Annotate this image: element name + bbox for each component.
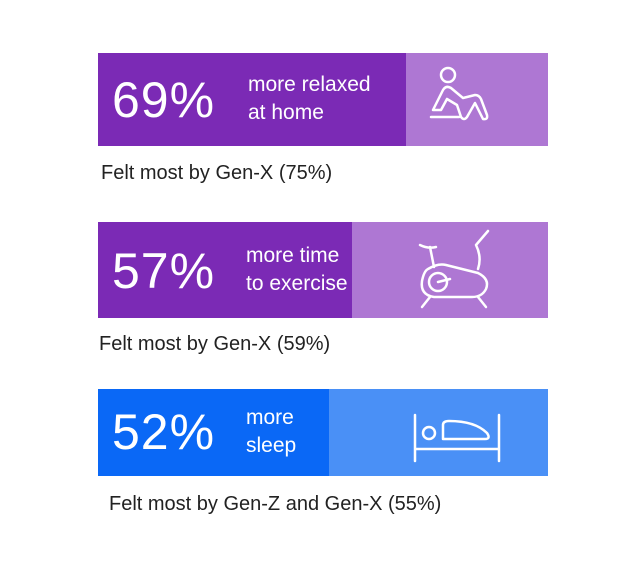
bar-sleep: 52% more sleep <box>98 389 548 476</box>
caption: Felt most by Gen-Z and Gen-X (55%) <box>109 493 442 515</box>
bar-relaxed: 69% more relaxed at home <box>98 53 548 146</box>
bar-fill <box>98 389 329 476</box>
bed-icon <box>413 413 501 463</box>
bar-label: more sleep <box>246 406 297 457</box>
bar-exercise: 57% more time to exercise <box>98 222 548 318</box>
bar-fill <box>98 222 352 318</box>
person-relaxing-icon <box>429 66 489 121</box>
exercise-bike-icon <box>418 229 490 309</box>
value-label: 57% <box>112 243 216 299</box>
value-label: 52% <box>112 404 216 460</box>
caption: Felt most by Gen-X (75%) <box>101 162 333 184</box>
bar-label: more relaxed at home <box>248 73 371 124</box>
bar-label: more time to exercise <box>246 244 348 295</box>
bar-fill <box>98 53 406 146</box>
caption: Felt most by Gen-X (59%) <box>99 333 331 355</box>
value-label: 69% <box>112 72 216 128</box>
